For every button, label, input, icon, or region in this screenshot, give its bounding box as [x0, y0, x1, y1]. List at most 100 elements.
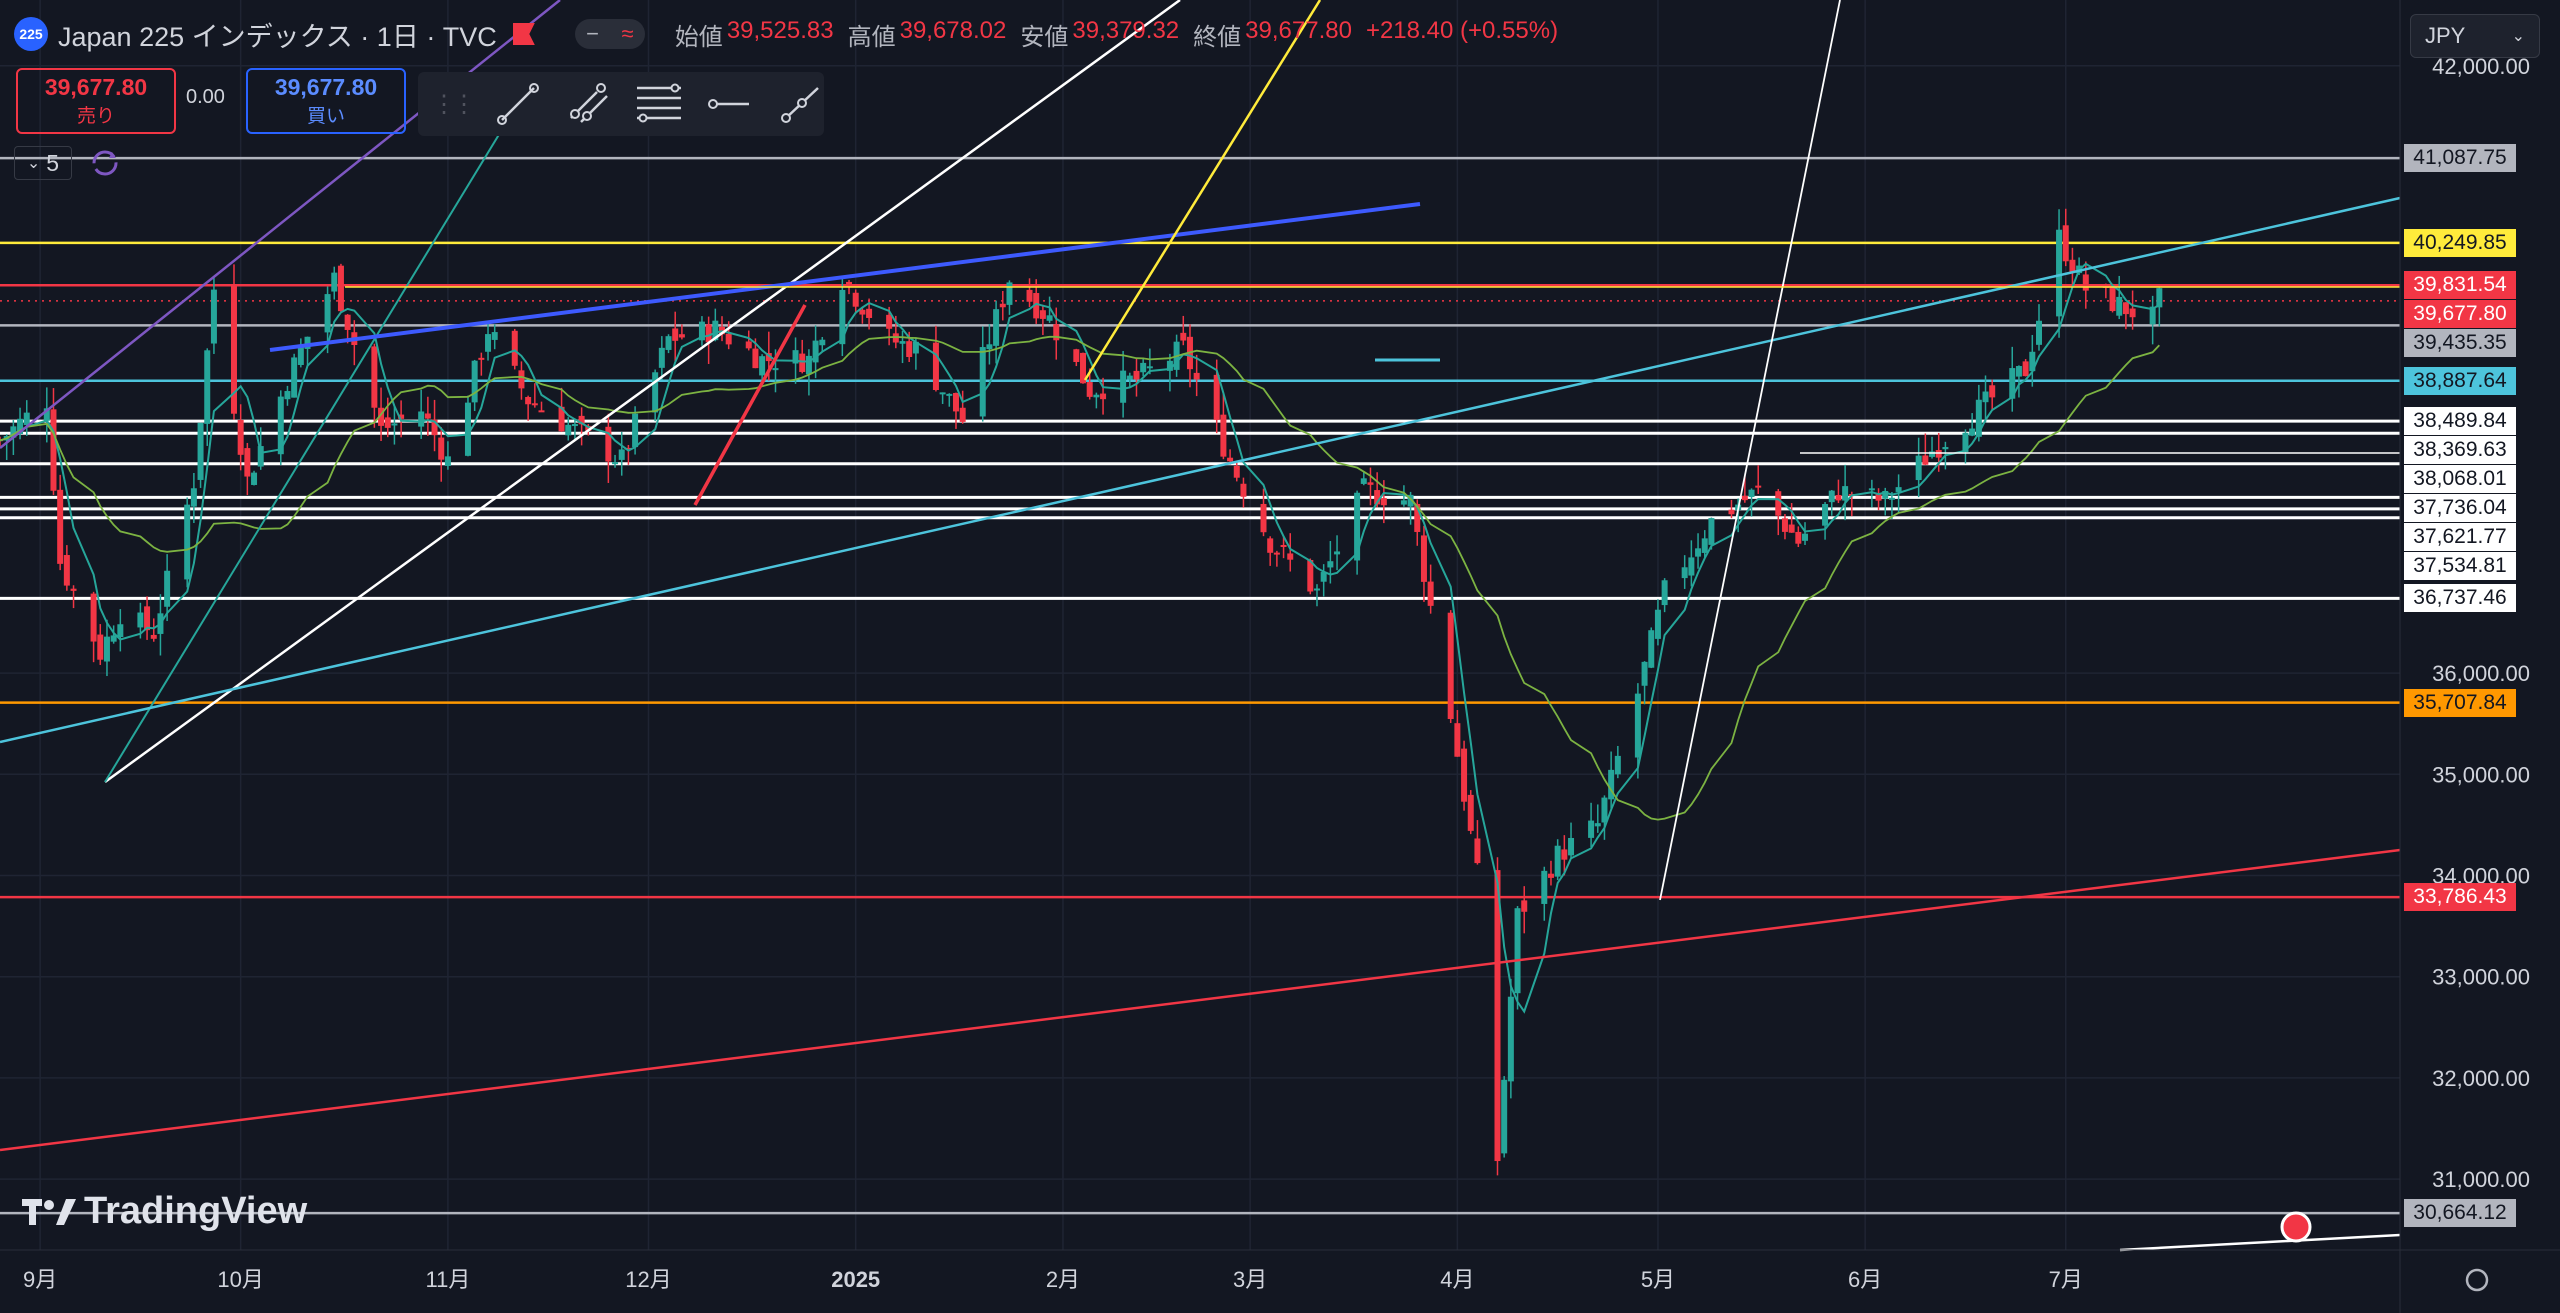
candle-body: [10, 426, 17, 438]
indicator-count: 5: [46, 149, 60, 176]
price-level-tag: 39,677.80: [2404, 300, 2516, 329]
candle-body: [1461, 748, 1468, 802]
candle-body: [565, 424, 572, 436]
gear-icon[interactable]: [2465, 1268, 2489, 1292]
candle-body: [1601, 797, 1608, 823]
candle-body: [959, 407, 966, 422]
candle-body: [90, 593, 97, 642]
close-label: 終値: [1193, 23, 1242, 51]
buy-button[interactable]: 39,677.80 買い: [246, 68, 406, 134]
candle-body: [391, 423, 398, 426]
drawing-trend-line: [104, 99, 521, 783]
candle-body: [1093, 394, 1100, 398]
candle-body: [1888, 497, 1895, 500]
parallel-channel-icon[interactable]: [564, 79, 612, 129]
candle-body: [1193, 372, 1200, 380]
tradingview-logo-icon: [22, 1198, 76, 1225]
candle-body: [1233, 465, 1240, 478]
currency-select[interactable]: JPY ⌄: [2410, 14, 2540, 58]
symbol-title[interactable]: Japan 225 インデックス · 1日 · TVC: [58, 21, 497, 52]
sell-button[interactable]: 39,677.80 売り: [16, 68, 176, 134]
candle-body: [799, 353, 806, 372]
candle-body: [2116, 296, 2123, 316]
drag-handle-icon[interactable]: ⋮⋮: [432, 90, 476, 118]
candle-body: [331, 272, 338, 292]
ohlc-readout: 始値 39,525.83 高値 39,678.02 安値 39,379.32 終値 39…: [675, 17, 1568, 52]
candle-body: [1334, 551, 1341, 555]
x-tick-label: 9月: [23, 1267, 57, 1292]
drawing-toolbar: ⋮⋮: [418, 72, 824, 136]
candle-body: [438, 437, 445, 460]
indicator-toggle-pill[interactable]: − ≈: [574, 19, 645, 49]
candle-body: [1788, 524, 1795, 533]
candle-body: [43, 408, 50, 421]
candle-body: [1822, 503, 1829, 526]
open-value: 39,525.83: [726, 16, 834, 44]
chevron-down-icon: ⌄: [26, 155, 41, 172]
candle-body: [525, 396, 532, 405]
high-value: 39,678.02: [899, 16, 1007, 44]
x-tick-label: 5月: [1641, 1267, 1675, 1292]
candle-body: [1962, 432, 1969, 453]
candle-body: [1006, 282, 1013, 305]
indicators-collapse-button[interactable]: ⌄ 5: [14, 146, 72, 180]
candle-body: [17, 418, 24, 435]
symbol-badge[interactable]: 225: [14, 17, 48, 51]
candle-body: [398, 414, 405, 419]
fib-retracement-icon[interactable]: [635, 79, 683, 129]
sync-icon[interactable]: [92, 150, 118, 176]
candle-body: [839, 290, 846, 345]
drawing-trend-line: [269, 202, 1421, 352]
candle-body: [1588, 820, 1595, 838]
candle-body: [137, 612, 144, 628]
candle-body: [1046, 315, 1053, 321]
candle-body: [103, 636, 110, 662]
candle-body: [1354, 492, 1361, 561]
candle-body: [277, 396, 284, 455]
candle-body: [1120, 370, 1127, 403]
price-level-tag: 33,786.43: [2404, 883, 2516, 912]
drawing-trend-line: [0, 848, 2401, 1152]
candle-body: [1320, 572, 1327, 582]
candle-body: [384, 417, 391, 428]
chevron-down-icon: ⌄: [2511, 28, 2525, 45]
candle-body: [2109, 286, 2116, 312]
candle-body: [1400, 500, 1407, 505]
candle-body: [852, 292, 859, 307]
candle-body: [899, 341, 906, 344]
candle-body: [418, 411, 425, 427]
candle-body: [1039, 310, 1046, 319]
candle-body: [2156, 288, 2163, 308]
candle-body: [2022, 361, 2029, 377]
candle-body: [378, 407, 385, 426]
candle-body: [63, 555, 70, 586]
candle-body: [97, 634, 104, 660]
price-level-tag: 38,489.84: [2404, 407, 2516, 436]
candle-body: [464, 402, 471, 456]
candle-body: [1661, 580, 1668, 606]
ray-icon[interactable]: [776, 79, 824, 129]
candle-body: [1166, 360, 1173, 371]
price-level-tag: 38,369.63: [2404, 436, 2516, 465]
candle-body: [2029, 351, 2036, 372]
candle-body: [244, 448, 251, 477]
candle-body: [612, 462, 619, 465]
candle-body: [337, 265, 344, 312]
flag-icon[interactable]: [512, 23, 535, 45]
horizontal-ray-icon[interactable]: [705, 79, 753, 129]
candle-body: [511, 330, 518, 366]
candle-body: [1360, 478, 1367, 484]
drawing-trend-line: [2119, 1233, 2401, 1252]
minus-icon: −: [586, 21, 599, 46]
buy-price: 39,677.80: [274, 74, 378, 100]
candle-body: [1140, 362, 1147, 373]
candle-body: [538, 410, 545, 413]
candle-body: [2069, 259, 2076, 273]
candle-body: [632, 413, 639, 448]
candle-body: [190, 488, 197, 507]
candle-body: [2122, 302, 2129, 315]
candle-body: [1989, 385, 1996, 398]
trend-line-icon[interactable]: [494, 79, 542, 129]
candle-body: [1641, 661, 1648, 686]
